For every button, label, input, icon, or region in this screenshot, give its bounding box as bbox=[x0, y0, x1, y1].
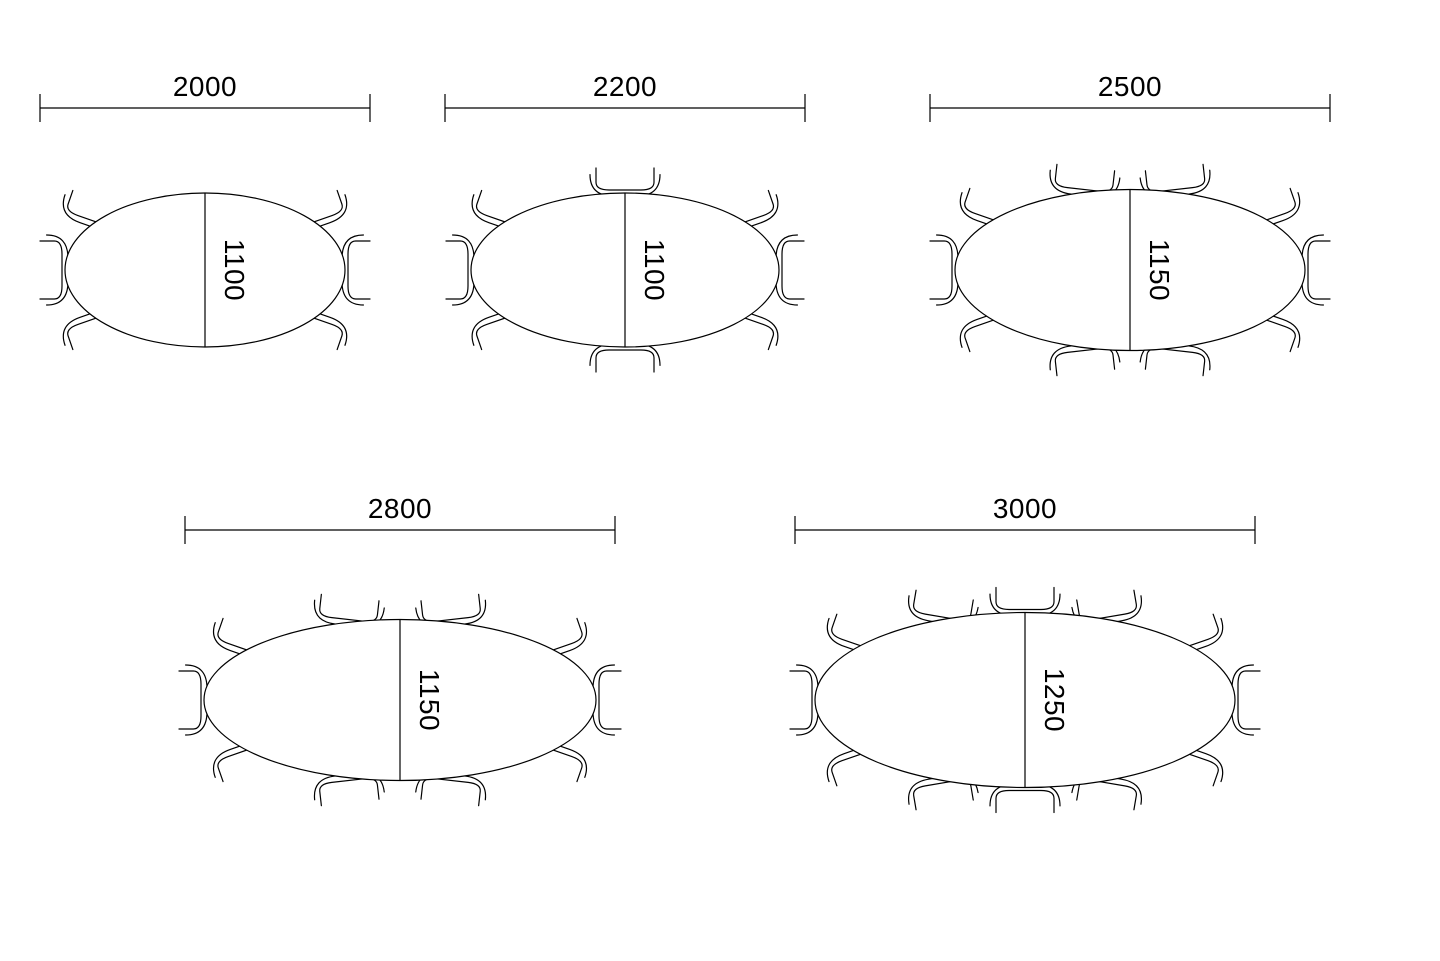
chair-icon bbox=[342, 235, 370, 305]
chair-icon bbox=[790, 665, 818, 735]
table-t2000: 2000 1100 bbox=[40, 71, 370, 351]
chair-icon bbox=[990, 785, 1060, 813]
width-label: 1150 bbox=[1144, 239, 1175, 301]
length-label: 3000 bbox=[993, 493, 1057, 524]
length-label: 2200 bbox=[593, 71, 657, 102]
chair-icon bbox=[179, 665, 207, 735]
table-t2800: 2800 1150 bbox=[179, 493, 621, 806]
width-label: 1100 bbox=[639, 239, 670, 301]
table-size-diagram: 2000 1100 2200 1100 2500 1150 2800 1150 3000 1250 bbox=[0, 0, 1440, 961]
chair-icon bbox=[930, 235, 958, 305]
length-label: 2500 bbox=[1098, 71, 1162, 102]
chair-icon bbox=[1232, 665, 1260, 735]
chair-icon bbox=[776, 235, 804, 305]
length-label: 2000 bbox=[173, 71, 237, 102]
chair-icon bbox=[1302, 235, 1330, 305]
table-t2200: 2200 1100 bbox=[445, 71, 805, 372]
length-label: 2800 bbox=[368, 493, 432, 524]
table-t2500: 2500 1150 bbox=[930, 71, 1330, 376]
chair-icon bbox=[590, 168, 660, 196]
width-label: 1100 bbox=[219, 239, 250, 301]
table-t3000: 3000 1250 bbox=[790, 493, 1260, 813]
chair-icon bbox=[990, 588, 1060, 616]
width-label: 1150 bbox=[414, 669, 445, 731]
chair-icon bbox=[593, 665, 621, 735]
width-label: 1250 bbox=[1039, 668, 1070, 732]
chair-icon bbox=[590, 344, 660, 372]
chair-icon bbox=[446, 235, 474, 305]
chair-icon bbox=[40, 235, 68, 305]
